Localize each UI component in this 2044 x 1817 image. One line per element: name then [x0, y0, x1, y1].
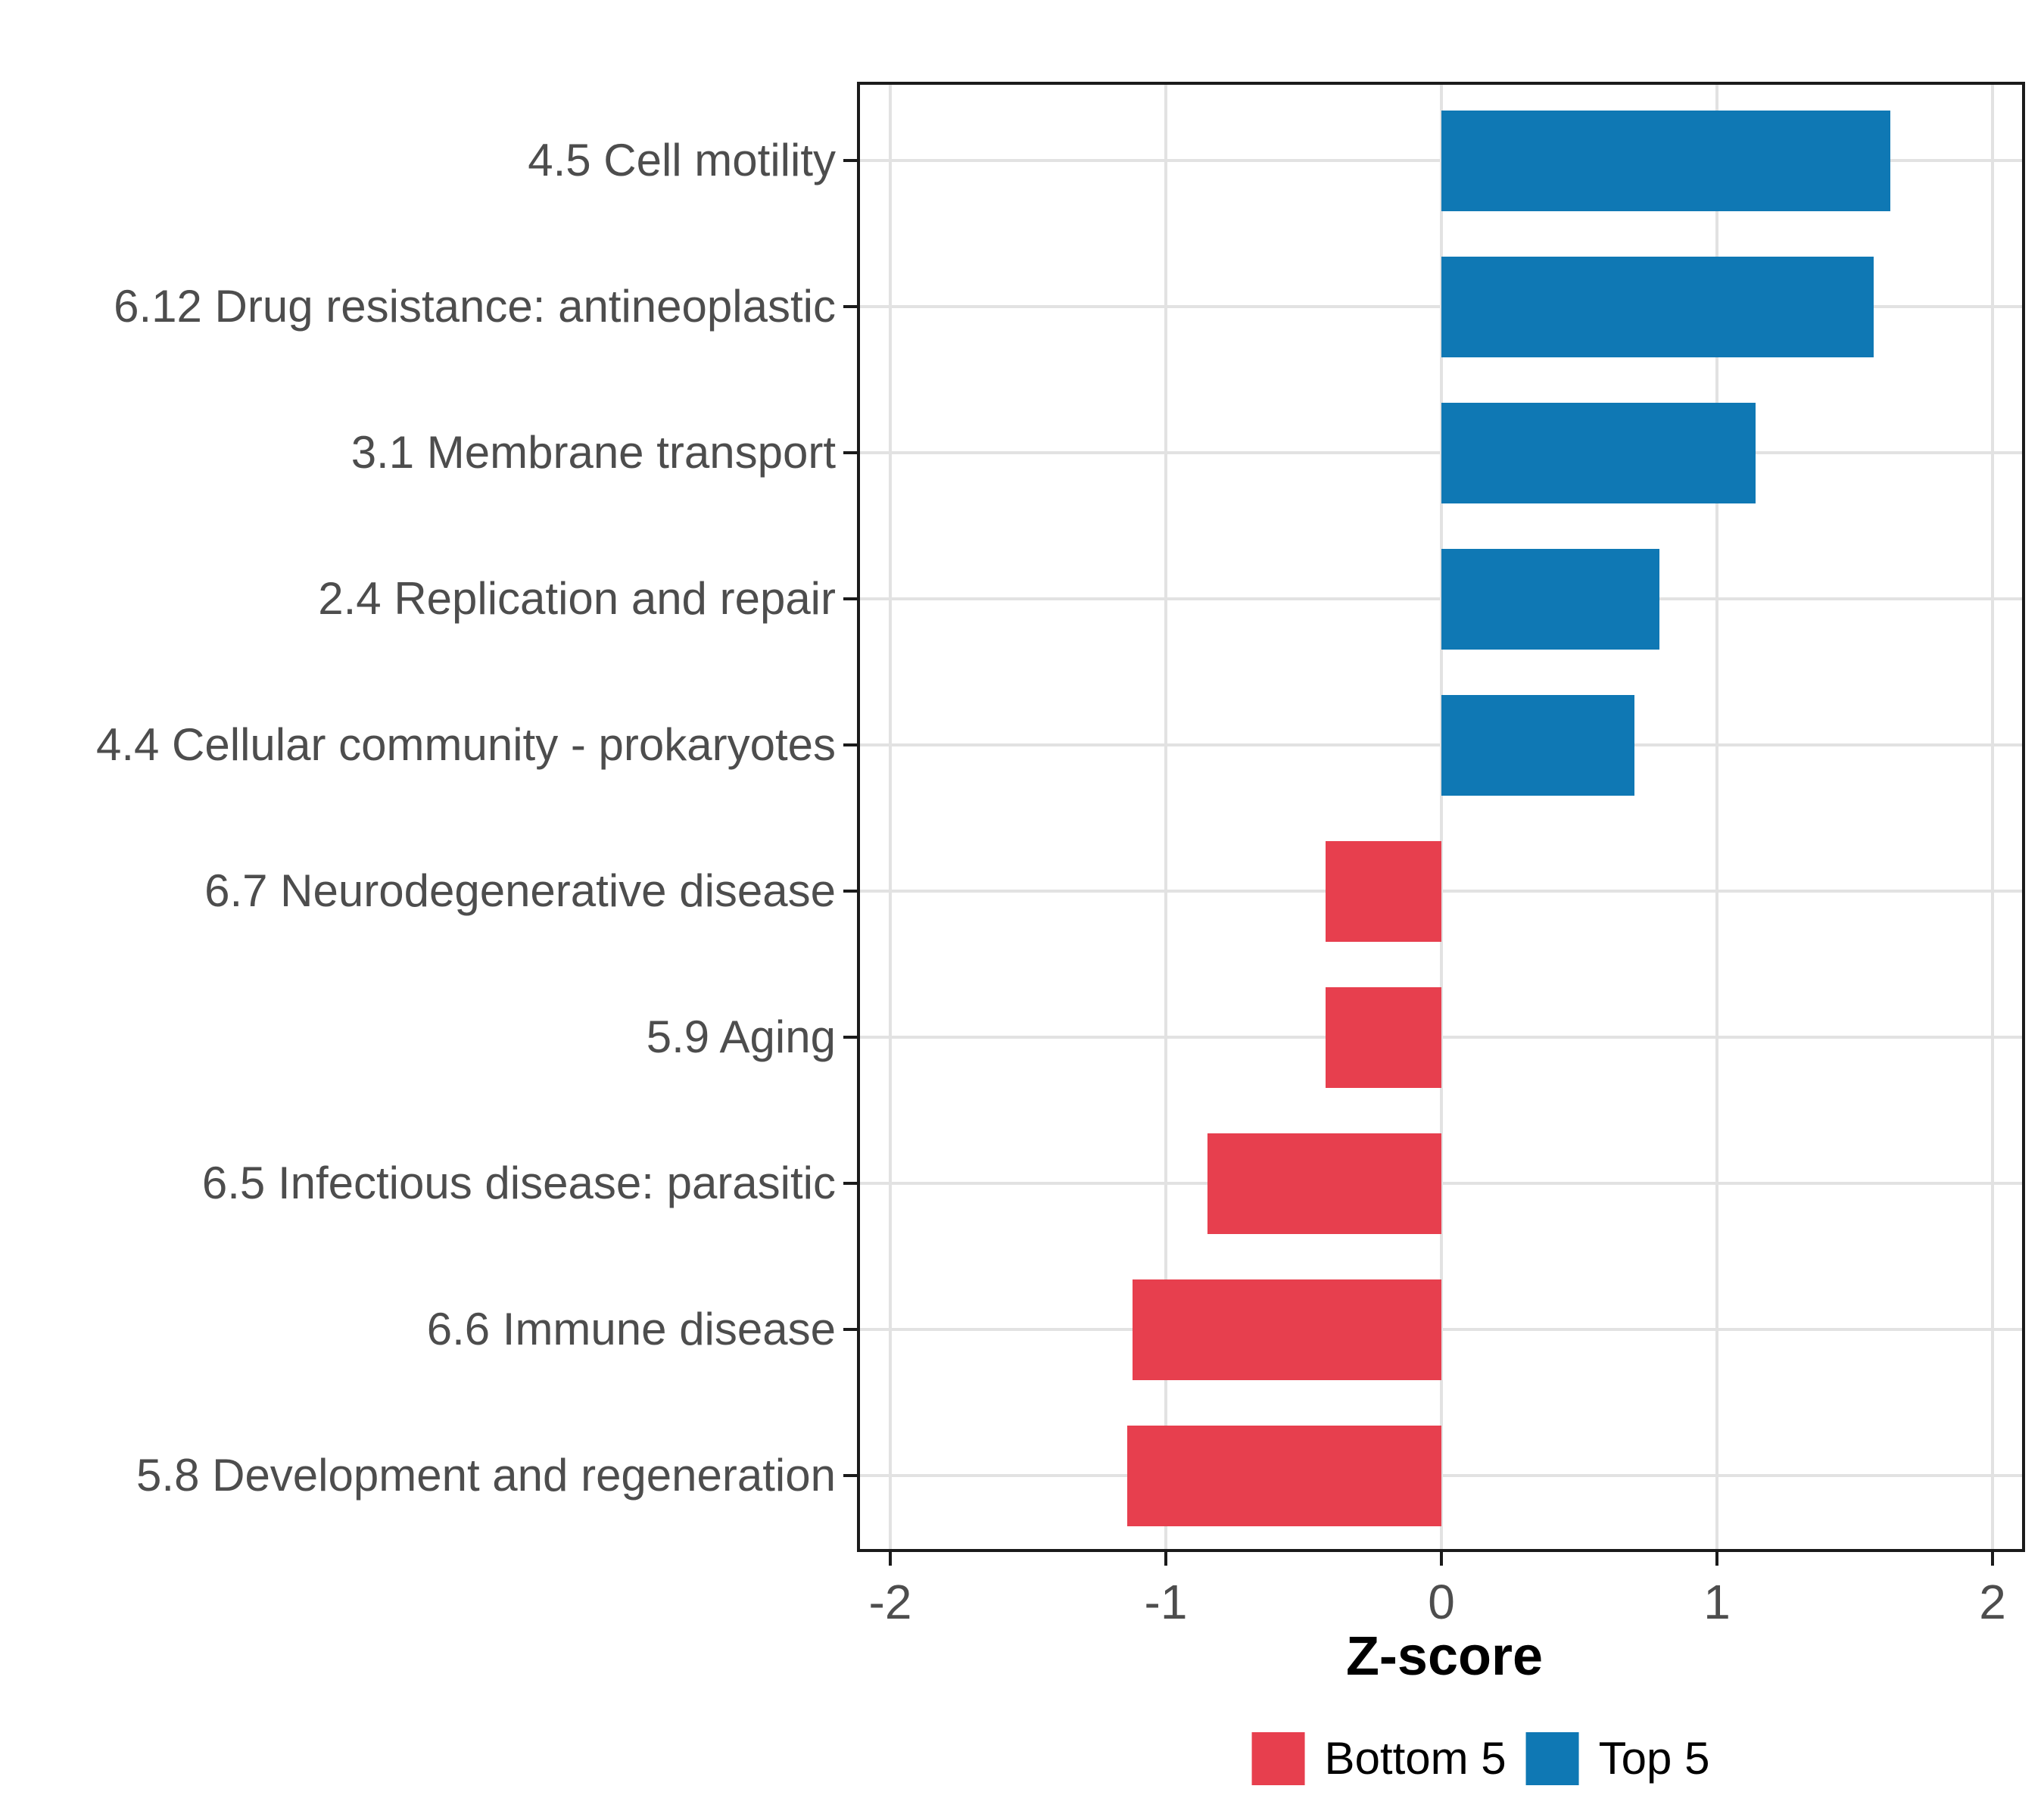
bar-bottom5 [1207, 1133, 1441, 1234]
x-tick-label: 2 [1979, 1575, 2006, 1629]
y-axis-label: 5.9 Aging [646, 1011, 836, 1062]
x-axis-title: Z-score [1345, 1626, 1544, 1687]
x-gridline [1991, 82, 1994, 1552]
bar-top5 [1441, 694, 1634, 796]
x-tick-label: 1 [1703, 1575, 1731, 1629]
x-gridline [889, 82, 892, 1552]
y-tick-mark [843, 1328, 857, 1331]
legend-entry: Bottom 5 [1251, 1732, 1507, 1785]
bar-top5 [1441, 110, 1891, 211]
y-axis-label: 4.5 Cell motility [528, 135, 836, 185]
y-axis-label: 4.4 Cellular community - prokaryotes [95, 719, 836, 770]
bar-top5 [1441, 402, 1756, 503]
x-tick-mark [1715, 1552, 1718, 1566]
legend-entry: Top 5 [1525, 1732, 1710, 1785]
y-tick-mark [843, 597, 857, 600]
legend-label: Bottom 5 [1324, 1733, 1507, 1784]
y-axis-label: 6.7 Neurodegenerative disease [204, 865, 836, 916]
y-tick-mark [843, 305, 857, 308]
y-axis-label: 5.8 Development and regeneration [136, 1450, 836, 1501]
y-tick-mark [843, 743, 857, 746]
bar-top5 [1441, 256, 1874, 357]
x-tick-mark [889, 1552, 892, 1566]
bar-bottom5 [1326, 986, 1441, 1088]
y-axis-label: 6.12 Drug resistance: antineoplastic [114, 281, 836, 332]
y-axis-label: 3.1 Membrane transport [351, 427, 836, 478]
bar-bottom5 [1133, 1279, 1441, 1380]
y-gridline [857, 305, 2025, 308]
legend-label: Top 5 [1598, 1733, 1710, 1784]
bar-top5 [1441, 548, 1659, 650]
y-gridline [857, 451, 2025, 454]
y-axis-label: 6.6 Immune disease [426, 1304, 836, 1354]
y-tick-mark [843, 451, 857, 454]
x-tick-label: 0 [1428, 1575, 1455, 1629]
x-tick-label: -2 [868, 1575, 912, 1629]
x-tick-mark [1440, 1552, 1443, 1566]
y-axis-label: 6.5 Infectious disease: parasitic [201, 1158, 836, 1208]
y-gridline [857, 597, 2025, 600]
x-tick-label: -1 [1144, 1575, 1188, 1629]
y-axis-label: 2.4 Replication and repair [318, 573, 836, 624]
x-gridline [1164, 82, 1167, 1552]
bar-bottom5 [1326, 840, 1441, 942]
y-tick-mark [843, 890, 857, 893]
y-tick-mark [843, 1182, 857, 1185]
y-tick-mark [843, 1474, 857, 1477]
legend-swatch-icon [1525, 1732, 1579, 1785]
x-gridline [1715, 82, 1718, 1552]
y-gridline [857, 743, 2025, 746]
y-tick-mark [843, 159, 857, 162]
y-gridline [857, 159, 2025, 162]
x-tick-mark [1991, 1552, 1994, 1566]
legend-swatch-icon [1251, 1732, 1305, 1785]
bar-bottom5 [1127, 1425, 1441, 1526]
legend: Bottom 5 Top 5 [1251, 1732, 1710, 1785]
x-gridline [1440, 82, 1443, 1552]
x-tick-mark [1164, 1552, 1167, 1566]
y-tick-mark [843, 1036, 857, 1039]
